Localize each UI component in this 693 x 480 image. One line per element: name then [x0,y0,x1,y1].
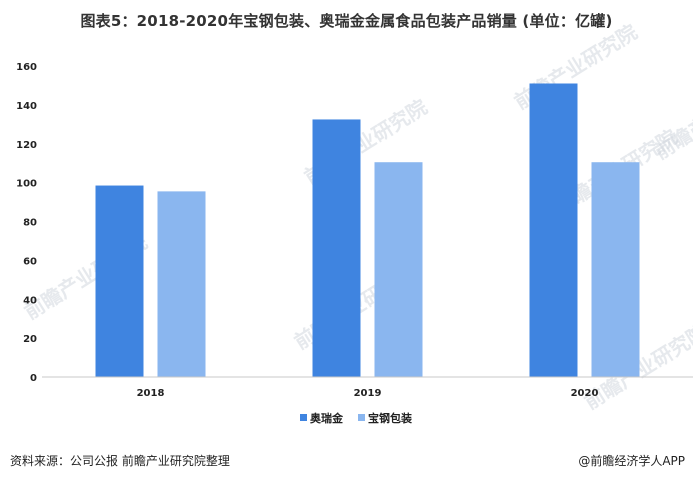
bar-宝钢包装-2020 [591,162,640,377]
bar-宝钢包装-2019 [374,162,423,377]
chart-title: 图表5：2018-2020年宝钢包装、奥瑞金金属食品包装产品销量 (单位：亿罐) [80,12,613,30]
credit-note: @前瞻经济学人APP [578,454,685,468]
bar-chart: 前瞻产业研究院前瞻产业研究院前瞻产业研究院前瞻产业研究院前瞻产业研究院前瞻产业研… [16,20,693,425]
y-tick-label: 120 [16,140,37,151]
y-tick-label: 100 [16,179,37,190]
x-tick-label: 2020 [571,388,599,399]
bars [95,83,640,378]
legend-label: 奥瑞金 [309,411,344,425]
legend: 奥瑞金 宝钢包装 [300,411,412,425]
y-tick-label: 40 [23,295,37,306]
bar-奥瑞金-2020 [529,83,578,378]
y-tick-label: 60 [23,256,37,267]
y-tick-label: 140 [16,101,37,112]
y-tick-label: 80 [23,218,37,229]
legend-swatch [300,414,307,421]
y-tick-label: 0 [30,373,37,384]
x-axis: 2018 2019 2020 [137,388,599,399]
y-tick-label: 20 [23,334,37,345]
legend-swatch [358,414,365,421]
bar-奥瑞金-2018 [95,185,144,377]
legend-label: 宝钢包装 [368,411,412,425]
x-tick-label: 2018 [137,388,165,399]
source-note: 资料来源：公司公报 前瞻产业研究院整理 [10,454,230,468]
x-tick-label: 2019 [354,388,382,399]
bar-奥瑞金-2019 [312,119,361,377]
y-axis: 0 20 40 60 80 100 120 140 160 [16,62,37,384]
watermark-text: 前瞻产业研究院 [650,70,693,165]
bar-宝钢包装-2018 [157,191,206,377]
y-tick-label: 160 [16,62,37,73]
